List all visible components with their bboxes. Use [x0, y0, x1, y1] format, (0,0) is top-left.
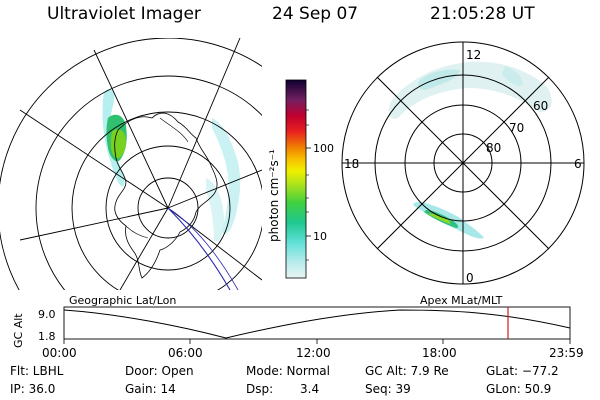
colorbar-unit-label: photon cm⁻²s⁻¹ — [267, 149, 281, 242]
continent-outline — [114, 112, 218, 279]
mlt-label-6: 6 — [574, 157, 582, 171]
glat-status: GLat: −77.2 — [486, 364, 559, 378]
geographic-map — [0, 38, 262, 290]
filter-status: Flt: LBHL — [10, 364, 64, 378]
mlat-label-60: 60 — [533, 99, 548, 113]
colorbar: 100 10 photon cm⁻²s⁻¹ — [267, 79, 334, 279]
mlt-grid-lines — [342, 42, 584, 284]
seq-status: Seq: 39 — [365, 382, 411, 396]
alt-max-label: 9.0 — [38, 308, 56, 321]
mlat-label-70: 70 — [509, 121, 524, 135]
auroral-emission-right — [388, 61, 552, 239]
meridians — [19, 38, 262, 290]
right-panel-label: Apex MLat/MLT — [420, 294, 503, 307]
date-label: 24 Sep 07 — [272, 4, 359, 24]
colorbar-tick-100: 100 — [313, 142, 334, 155]
mlt-label-12: 12 — [466, 48, 481, 62]
left-panel-label: Geographic Lat/Lon — [69, 294, 176, 307]
latitude-circles — [0, 38, 262, 290]
mlat-label-80: 80 — [486, 141, 501, 155]
dsp-label: Dsp: — [246, 382, 274, 396]
door-status: Door: Open — [125, 364, 194, 378]
glon-status: GLon: 50.9 — [486, 382, 552, 396]
alt-axis-label: GC Alt — [12, 313, 25, 348]
alt-min-label: 1.8 — [38, 330, 56, 343]
altitude-timeline: Geographic Lat/Lon Apex MLat/MLT 9.0 1.8… — [12, 294, 584, 360]
mode-status: Mode: Normal — [246, 364, 330, 378]
time-tick-2: 12:00 — [296, 346, 331, 360]
ip-status: IP: 36.0 — [10, 382, 56, 396]
time-tick-4: 23:59 — [549, 346, 584, 360]
mlt-label-0: 0 — [466, 271, 474, 285]
satellite-track — [167, 207, 231, 290]
time-tick-3: 18:00 — [422, 346, 457, 360]
time-tick-0: 00:00 — [42, 346, 77, 360]
colorbar-tick-10: 10 — [313, 230, 327, 243]
gain-status: Gain: 14 — [125, 382, 176, 396]
mlt-label-18: 18 — [344, 157, 359, 171]
time-label: 21:05:28 UT — [430, 4, 535, 24]
instrument-title: Ultraviolet Imager — [47, 4, 201, 24]
dsp-value: 3.4 — [300, 382, 320, 396]
gc-alt-status: GC Alt: 7.9 Re — [365, 364, 449, 378]
time-tick-1: 06:00 — [168, 346, 203, 360]
polar-plot: 12 18 6 0 60 70 80 — [341, 41, 585, 285]
